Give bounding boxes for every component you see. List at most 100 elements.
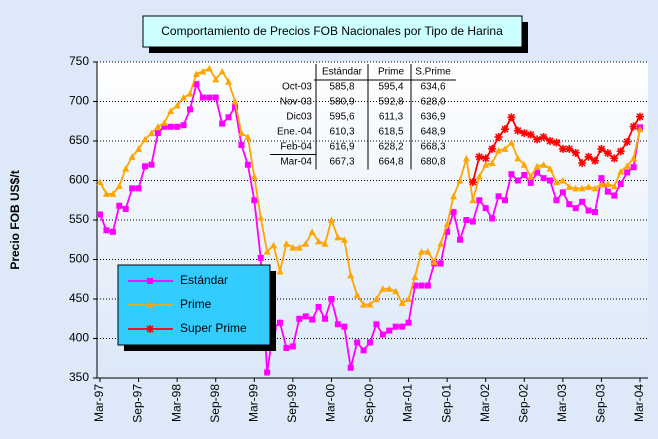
marker <box>360 301 368 308</box>
marker <box>167 123 174 130</box>
marker <box>539 133 548 142</box>
marker <box>315 303 322 310</box>
table-header: S.Prime <box>415 67 451 78</box>
x-tick-label: Mar-01 <box>401 384 415 422</box>
marker <box>481 154 490 163</box>
marker <box>611 192 618 199</box>
marker <box>96 178 104 186</box>
marker <box>443 220 451 227</box>
marker <box>604 188 611 195</box>
marker <box>142 163 148 170</box>
marker <box>366 301 374 308</box>
marker <box>238 141 245 148</box>
marker <box>418 282 425 289</box>
y-tick-label: 750 <box>69 54 89 68</box>
marker <box>328 296 335 302</box>
x-tick-label: Mar-98 <box>169 384 183 422</box>
marker <box>289 343 296 350</box>
marker <box>617 180 624 187</box>
marker <box>604 180 612 188</box>
table-cell: 634,6 <box>420 82 445 93</box>
marker <box>488 144 497 153</box>
table-cell: 628,2 <box>378 142 403 153</box>
marker <box>553 197 560 204</box>
marker <box>315 237 323 245</box>
marker <box>592 209 598 216</box>
marker <box>552 138 561 147</box>
marker <box>282 240 290 247</box>
marker <box>122 165 130 172</box>
marker <box>180 94 188 101</box>
marker <box>578 159 587 168</box>
marker <box>591 184 599 192</box>
marker <box>379 331 386 338</box>
marker <box>206 94 213 101</box>
marker <box>565 183 573 190</box>
marker <box>488 159 496 167</box>
legend-label: Estándar <box>180 273 228 287</box>
marker <box>174 123 181 130</box>
marker <box>147 129 155 137</box>
marker <box>97 211 103 218</box>
x-tick-label: Sep-99 <box>285 384 299 423</box>
marker <box>392 287 400 295</box>
marker <box>115 182 123 190</box>
table-cell: 636,9 <box>420 112 445 123</box>
marker <box>424 248 432 255</box>
table-cell: 616,9 <box>329 142 354 153</box>
table-cell: 595,4 <box>378 82 403 93</box>
marker <box>507 113 516 122</box>
marker <box>566 201 573 208</box>
marker <box>263 248 271 255</box>
marker <box>475 152 484 161</box>
marker <box>321 240 329 247</box>
table-row-label: Oct-03 <box>282 82 312 93</box>
x-tick-label: Sep-03 <box>594 384 608 423</box>
table-cell: 610,3 <box>329 127 354 138</box>
marker <box>116 202 123 209</box>
marker <box>334 233 342 241</box>
x-tick-label: Sep-98 <box>208 384 222 423</box>
marker <box>521 171 528 178</box>
marker <box>546 165 554 172</box>
marker <box>514 177 521 184</box>
marker <box>334 321 341 328</box>
marker <box>469 196 477 204</box>
marker <box>636 112 644 121</box>
marker <box>135 185 142 192</box>
marker <box>180 122 187 129</box>
marker <box>502 197 508 204</box>
marker <box>636 125 644 133</box>
marker <box>584 152 593 161</box>
marker <box>257 214 265 221</box>
marker <box>591 156 599 165</box>
y-tick-label: 650 <box>69 133 89 147</box>
table-header: Prime <box>378 67 405 78</box>
marker <box>122 205 129 212</box>
marker <box>494 133 503 142</box>
marker <box>129 185 136 192</box>
table-row-label: Ene.-04 <box>277 127 312 138</box>
marker <box>482 161 490 168</box>
marker <box>624 169 631 176</box>
x-tick-label: Mar-97 <box>92 384 106 422</box>
y-tick-label: 550 <box>69 212 89 226</box>
marker <box>411 273 419 280</box>
marker <box>212 75 220 83</box>
marker <box>146 301 154 308</box>
marker <box>520 161 528 168</box>
marker <box>457 236 463 243</box>
marker <box>444 228 451 235</box>
marker <box>225 114 232 121</box>
marker <box>629 122 638 131</box>
marker <box>341 323 348 330</box>
marker <box>219 120 226 127</box>
table-cell: 618,5 <box>378 127 403 138</box>
marker <box>135 145 143 152</box>
marker <box>468 178 477 187</box>
x-tick-label: Mar-03 <box>555 384 569 422</box>
marker <box>469 218 476 225</box>
marker <box>102 190 110 197</box>
x-tick-label: Sep-02 <box>516 384 530 423</box>
